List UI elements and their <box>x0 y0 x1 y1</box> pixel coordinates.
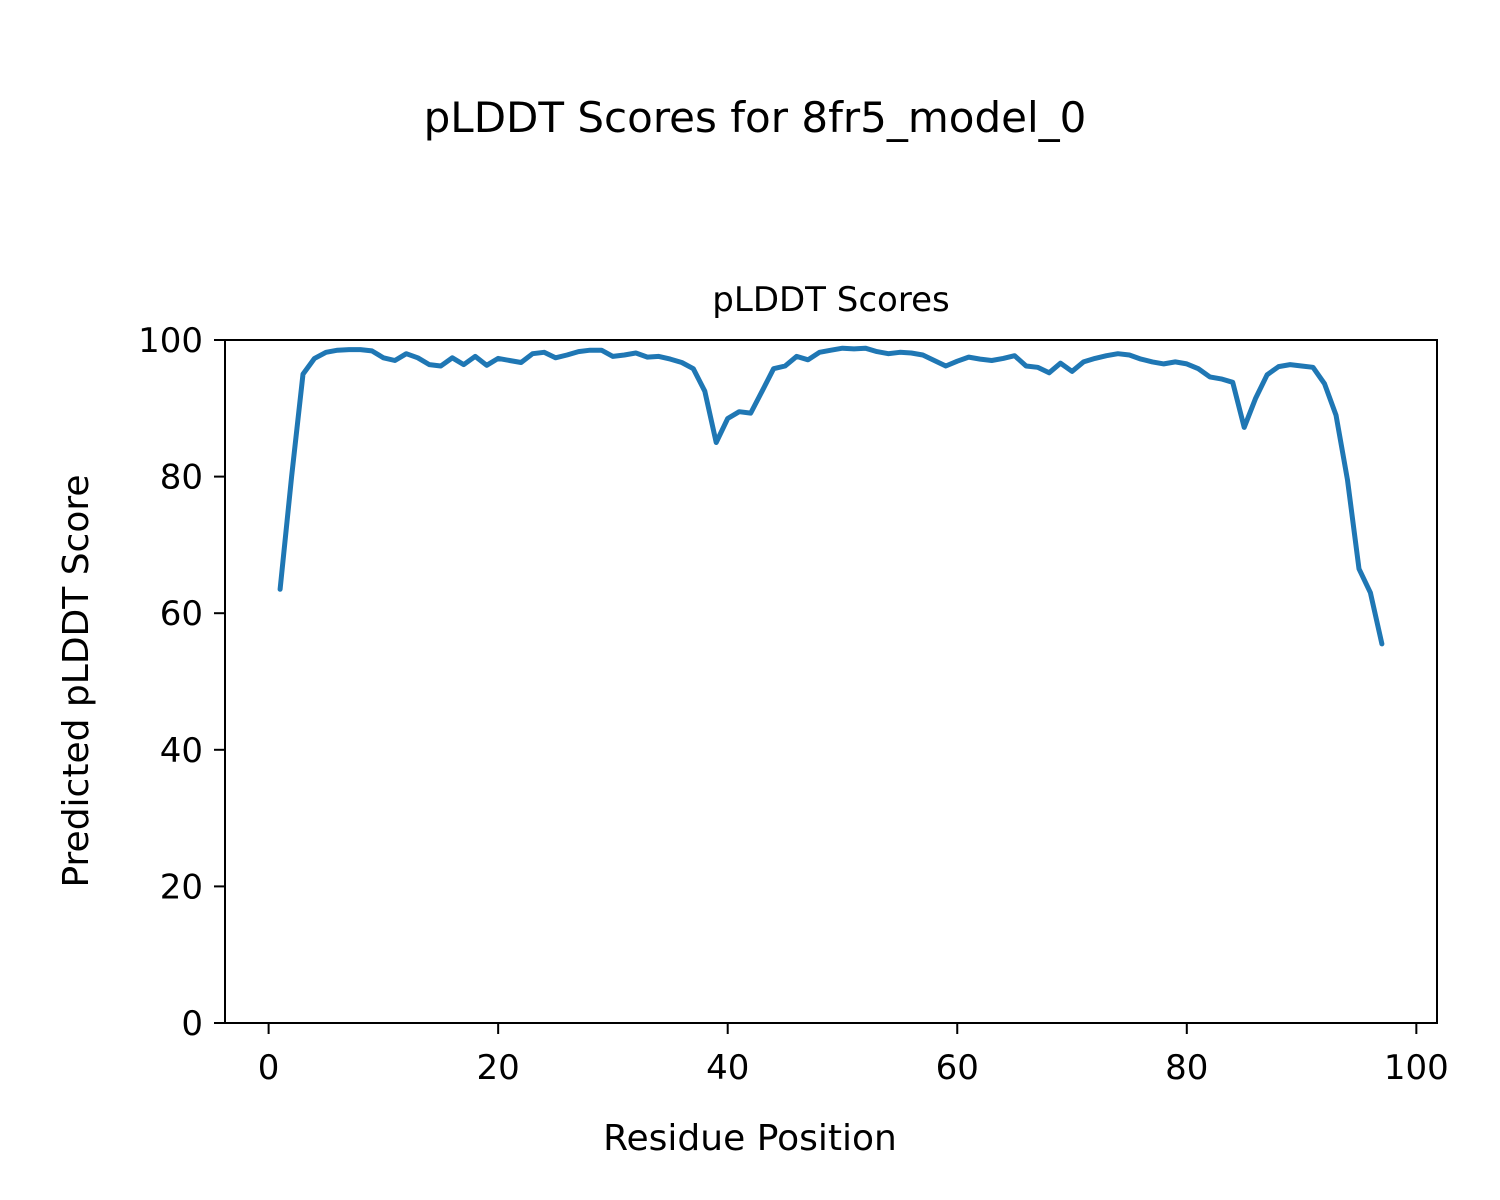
figure-title: pLDDT Scores for 8fr5_model_0 <box>424 93 1087 142</box>
x-tick-label: 80 <box>1165 1048 1208 1088</box>
x-axis-label: Residue Position <box>603 1118 897 1159</box>
x-tick-label: 100 <box>1384 1048 1449 1088</box>
x-tick-label: 20 <box>477 1048 520 1088</box>
y-axis-label: Predicted pLDDT Score <box>56 474 97 887</box>
x-tick-label: 60 <box>936 1048 979 1088</box>
y-tick-label: 60 <box>160 594 203 634</box>
x-tick-label: 0 <box>258 1048 280 1088</box>
y-tick-label: 100 <box>138 321 203 361</box>
axes-title: pLDDT Scores <box>712 280 949 320</box>
plot-area: 0 20 40 60 80 100 0 20 40 60 80 100 <box>138 321 1449 1088</box>
y-tick-label: 20 <box>160 867 203 907</box>
y-tick-label: 0 <box>181 1004 203 1044</box>
plot-border <box>224 339 1438 1024</box>
plddt-series-line <box>277 345 1385 647</box>
y-tick-label: 80 <box>160 458 203 498</box>
y-tick-label: 40 <box>160 731 203 771</box>
x-tick-label: 40 <box>706 1048 749 1088</box>
